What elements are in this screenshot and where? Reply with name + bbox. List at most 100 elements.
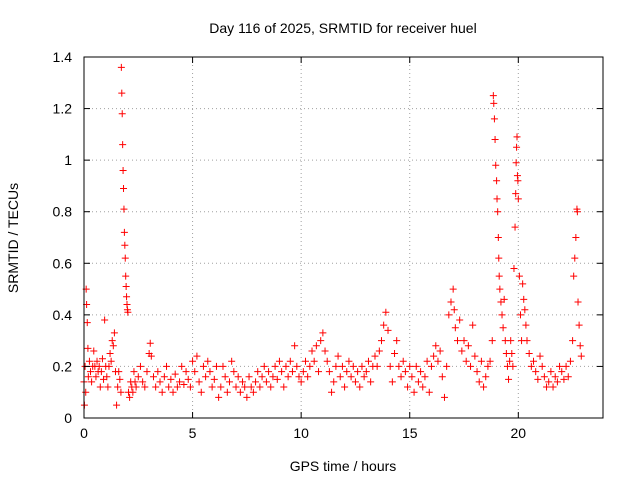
x-axis-label: GPS time / hours [290, 458, 397, 474]
data-point [180, 380, 188, 388]
data-point [356, 383, 364, 391]
data-point [134, 373, 142, 381]
data-point [245, 373, 253, 381]
data-point [210, 375, 218, 383]
data-point [234, 373, 242, 381]
data-point [421, 373, 429, 381]
data-point [514, 195, 522, 203]
data-point [204, 357, 212, 365]
data-point [560, 375, 568, 383]
data-point [182, 368, 190, 376]
data-point [527, 362, 535, 370]
data-point [131, 378, 139, 386]
data-point [169, 388, 177, 396]
data-point [104, 383, 112, 391]
data-point [574, 298, 582, 306]
data-point [202, 373, 210, 381]
data-point [508, 350, 516, 358]
data-point [219, 362, 227, 370]
data-point [288, 368, 296, 376]
data-point [323, 357, 331, 365]
data-point [230, 368, 238, 376]
data-point [575, 321, 583, 329]
data-point [438, 373, 446, 381]
data-point [297, 378, 305, 386]
data-point [510, 264, 518, 272]
data-point [109, 342, 117, 350]
data-point [173, 383, 181, 391]
data-point [189, 357, 197, 365]
data-point [378, 337, 386, 345]
data-point [397, 373, 405, 381]
y-axis-label: SRMTID / TECUs [5, 183, 21, 293]
y-tick-label: 0.2 [53, 358, 73, 374]
data-point [482, 373, 490, 381]
data-point [399, 357, 407, 365]
data-point [436, 347, 444, 355]
data-point [141, 383, 149, 391]
data-point [90, 347, 98, 355]
data-point [87, 368, 95, 376]
data-point [491, 136, 499, 144]
data-point [404, 383, 412, 391]
data-point [499, 324, 507, 332]
data-point [117, 388, 125, 396]
data-point [507, 337, 515, 345]
data-point [341, 383, 349, 391]
data-point [345, 357, 353, 365]
data-point [117, 63, 125, 71]
data-point [488, 337, 496, 345]
data-points-layer [80, 63, 585, 409]
data-point [114, 383, 122, 391]
data-point [84, 373, 92, 381]
data-point [334, 352, 342, 360]
data-point [512, 190, 520, 198]
data-point [347, 373, 355, 381]
data-point [301, 357, 309, 365]
data-point [494, 234, 502, 241]
data-point [116, 375, 124, 383]
data-point [332, 362, 340, 370]
data-point [486, 357, 494, 365]
x-tick-label: 0 [80, 425, 88, 441]
data-point [495, 254, 503, 262]
data-point [514, 177, 522, 185]
data-point [494, 208, 502, 216]
chart-title: Day 116 of 2025, SRMTID for receiver hue… [209, 20, 476, 36]
data-point [532, 368, 540, 376]
data-point [273, 375, 281, 383]
data-point [146, 339, 154, 347]
data-point [110, 329, 118, 337]
data-point [380, 321, 388, 329]
data-point [275, 357, 283, 365]
data-point [516, 311, 524, 319]
data-point [225, 378, 233, 386]
data-point [569, 337, 577, 345]
data-point [228, 357, 236, 365]
data-point [96, 383, 104, 391]
data-point [176, 378, 184, 386]
data-point [258, 373, 266, 381]
data-point [97, 368, 105, 376]
data-point [113, 401, 121, 409]
data-point [129, 388, 137, 396]
data-point [576, 342, 584, 350]
data-point [223, 388, 231, 396]
data-point [493, 195, 501, 203]
data-point [124, 308, 132, 316]
data-point [354, 368, 362, 376]
data-point [484, 362, 492, 370]
data-point [391, 350, 399, 358]
data-point [212, 362, 220, 370]
data-point [278, 368, 286, 376]
x-tick-label: 20 [511, 425, 527, 441]
data-point [106, 350, 114, 358]
data-point [480, 383, 488, 391]
data-point [489, 92, 497, 100]
data-point [513, 143, 521, 151]
data-point [545, 378, 553, 386]
data-point [232, 383, 240, 391]
data-point [118, 89, 126, 97]
data-point [384, 326, 392, 334]
